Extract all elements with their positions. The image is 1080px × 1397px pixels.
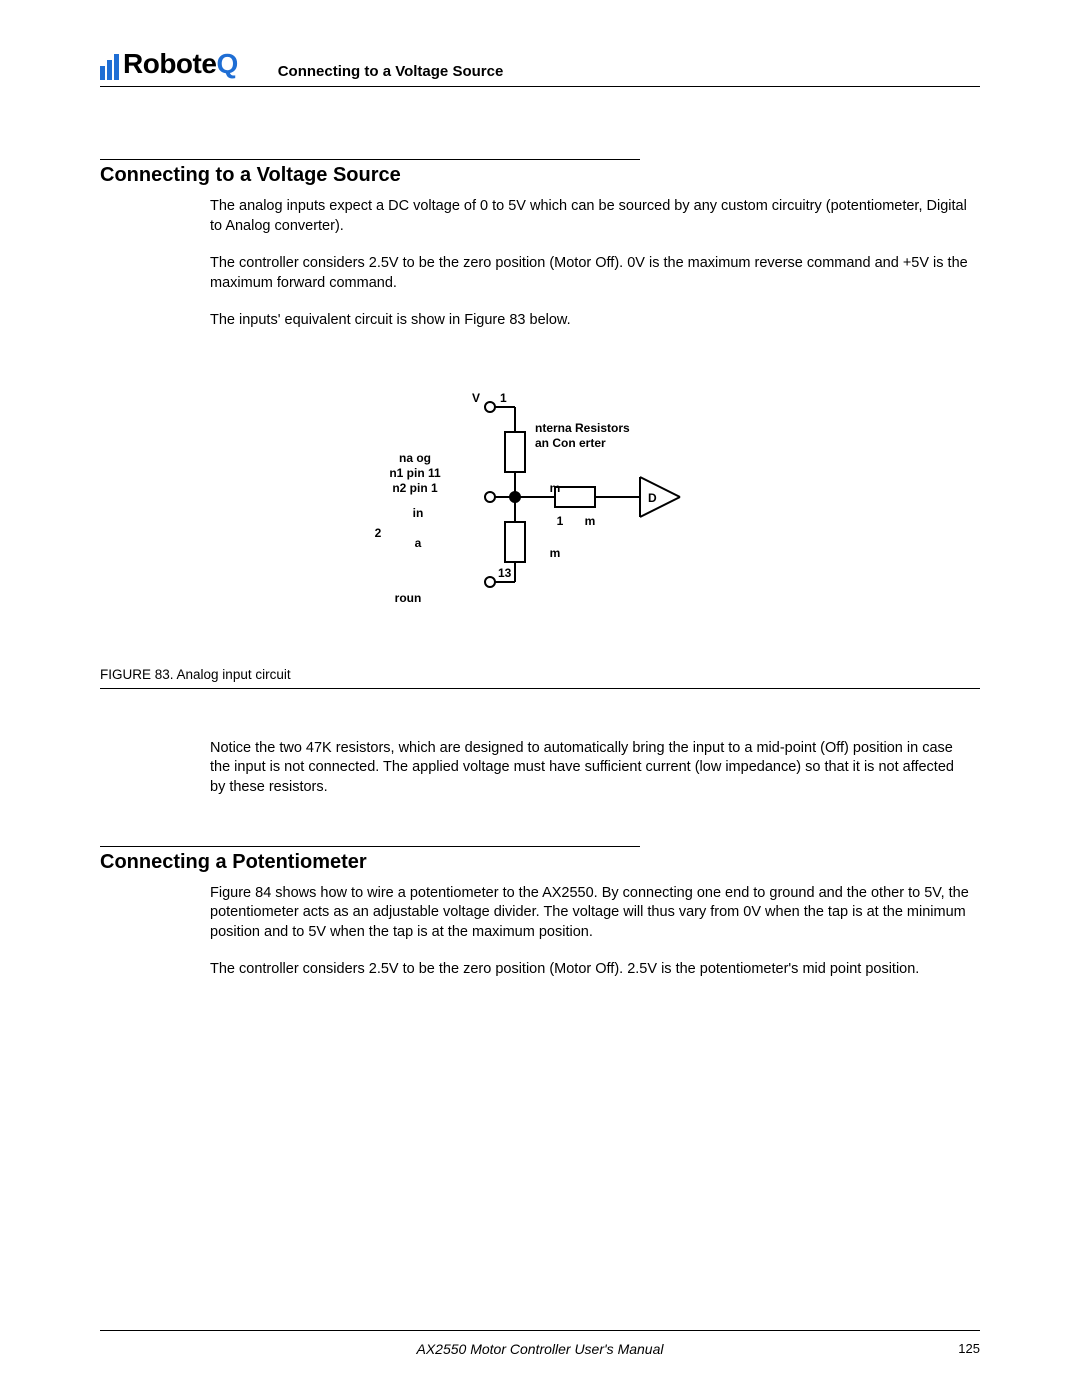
- section-rule: [100, 846, 640, 847]
- brand-left: Robote: [123, 48, 216, 79]
- brand-q: Q: [216, 48, 237, 79]
- svg-text:nterna Resistors: nterna Resistors: [535, 421, 630, 435]
- section-rule: [100, 159, 640, 160]
- svg-text:2: 2: [375, 526, 382, 540]
- page-footer: AX2550 Motor Controller User's Manual 12…: [100, 1330, 980, 1357]
- svg-text:a: a: [415, 536, 422, 550]
- paragraph: The controller considers 2.5V to be the …: [210, 254, 970, 293]
- svg-text:m: m: [550, 481, 561, 495]
- figure-caption: FIGURE 83. Analog input circuit: [100, 667, 980, 682]
- brand-logo: RoboteQ: [100, 48, 238, 80]
- svg-text:in: in: [413, 506, 424, 520]
- page-header: RoboteQ Connecting to a Voltage Source: [100, 48, 980, 87]
- footer-doc-title: AX2550 Motor Controller User's Manual: [416, 1341, 663, 1357]
- svg-text:m: m: [585, 514, 596, 528]
- svg-text:an Con erter: an Con erter: [535, 436, 606, 450]
- paragraph: The analog inputs expect a DC voltage of…: [210, 197, 970, 236]
- paragraph: The inputs' equivalent circuit is show i…: [210, 311, 970, 331]
- brand-text: RoboteQ: [123, 48, 238, 80]
- svg-text:V: V: [472, 391, 480, 405]
- logo-bars-icon: [100, 54, 121, 80]
- section-heading: Connecting a Potentiometer: [100, 851, 980, 874]
- paragraph: Notice the two 47K resistors, which are …: [210, 739, 970, 798]
- running-title: Connecting to a Voltage Source: [278, 63, 504, 80]
- svg-text:na og: na og: [399, 451, 431, 465]
- figure-83: V 1 nterna Resistorsan Con erter na ogn1 pi…: [100, 377, 980, 617]
- svg-text:13: 13: [498, 566, 512, 580]
- paragraph: Figure 84 shows how to wire a potentiome…: [210, 884, 970, 943]
- circuit-diagram: V 1 nterna Resistorsan Con erter na ogn1 pi…: [330, 377, 750, 617]
- svg-text:D: D: [648, 491, 657, 505]
- svg-text:m: m: [550, 546, 561, 560]
- paragraph: The controller considers 2.5V to be the …: [210, 960, 970, 980]
- section-heading: Connecting to a Voltage Source: [100, 164, 980, 187]
- page-number: 125: [958, 1341, 980, 1356]
- svg-text:1: 1: [500, 391, 507, 405]
- figure-caption-row: FIGURE 83. Analog input circuit: [100, 667, 980, 689]
- svg-text:n2 pin 1: n2 pin 1: [392, 481, 438, 495]
- svg-text:n1 pin 11: n1 pin 11: [389, 466, 441, 480]
- svg-text:roun: roun: [395, 591, 422, 605]
- svg-text:1: 1: [557, 514, 564, 528]
